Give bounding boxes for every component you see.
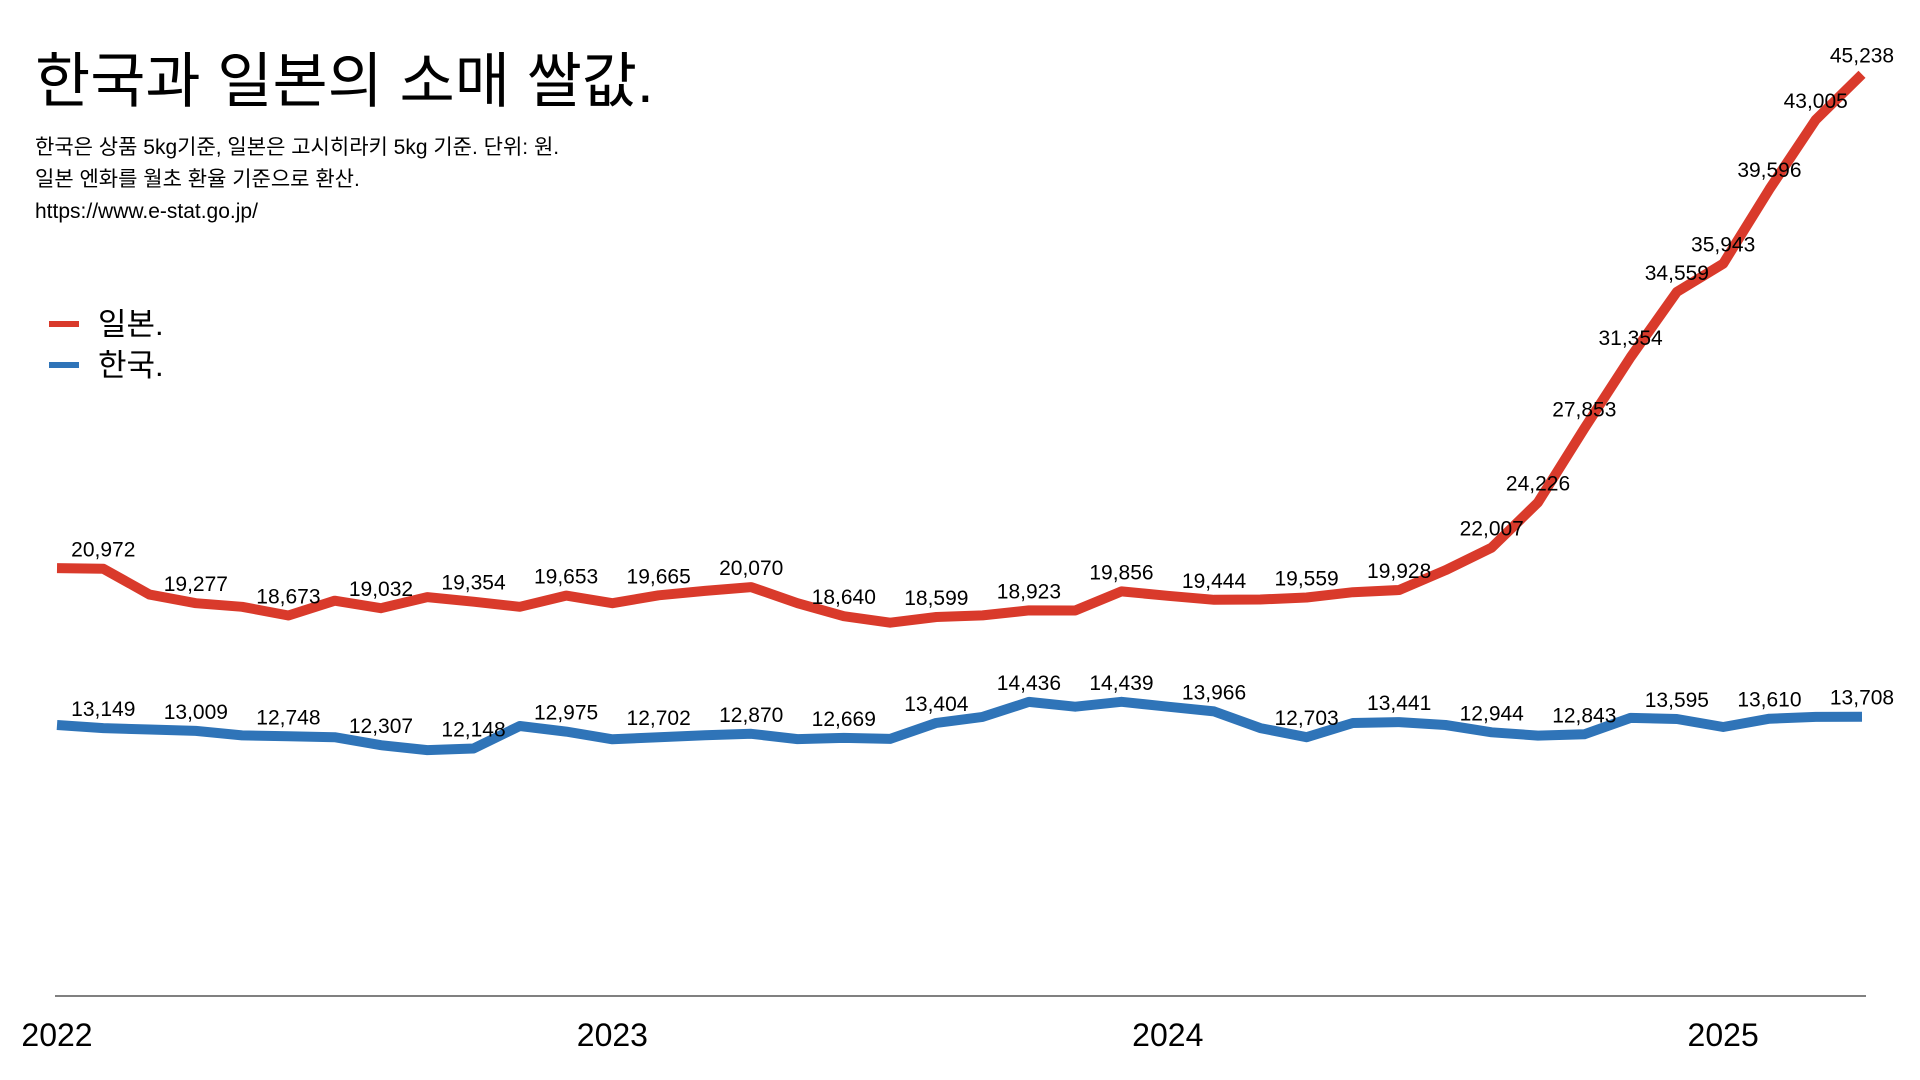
data-label: 35,943	[1691, 234, 1755, 257]
data-label: 39,596	[1737, 159, 1801, 182]
series-line	[56, 696, 1863, 756]
data-label: 20,972	[71, 539, 135, 562]
data-label: 34,559	[1645, 262, 1709, 285]
data-label: 18,923	[997, 580, 1061, 603]
data-label: 24,226	[1506, 472, 1570, 495]
x-tick-label: 2025	[1688, 1017, 1759, 1053]
data-label: 12,703	[1274, 707, 1338, 730]
data-label: 19,856	[1089, 561, 1153, 584]
data-label: 19,444	[1182, 570, 1247, 593]
data-label: 13,966	[1182, 681, 1246, 704]
data-label: 13,149	[71, 698, 135, 721]
data-label: 27,853	[1552, 398, 1616, 421]
data-label: 18,599	[904, 587, 968, 610]
data-label: 31,354	[1598, 327, 1663, 350]
data-label: 13,404	[904, 693, 969, 716]
data-label: 12,669	[812, 708, 876, 731]
data-label: 19,928	[1367, 560, 1431, 583]
subtitle-line: 한국은 상품 5kg기준, 일본은 고시히라키 5kg 기준. 단위: 원.	[35, 136, 559, 159]
data-label: 19,354	[441, 572, 506, 595]
data-label: 19,653	[534, 566, 598, 589]
data-label: 19,277	[164, 573, 228, 596]
data-label: 14,436	[997, 672, 1061, 695]
data-label: 12,870	[719, 704, 783, 727]
chart-title: 한국과 일본의 소매 쌀값.	[35, 48, 654, 115]
data-label: 12,702	[627, 707, 691, 730]
subtitle-line: 일본 엔화를 월초 환율 기준으로 환산.	[35, 168, 360, 191]
data-label: 19,559	[1274, 567, 1338, 590]
data-label: 13,610	[1737, 689, 1801, 712]
x-tick-label: 2024	[1132, 1017, 1203, 1053]
x-tick-label: 2023	[577, 1017, 648, 1053]
data-label: 12,843	[1552, 704, 1616, 727]
data-label: 19,032	[349, 578, 413, 601]
x-tick-label: 2022	[21, 1017, 92, 1053]
data-label: 19,665	[627, 565, 691, 588]
data-label: 12,944	[1460, 702, 1525, 725]
subtitle-line: https://www.e-stat.go.jp/	[35, 200, 258, 223]
data-label: 12,748	[256, 706, 320, 729]
data-label: 18,640	[812, 586, 876, 609]
data-label: 13,595	[1645, 689, 1709, 712]
legend-label: 한국.	[98, 348, 164, 383]
data-label: 14,439	[1089, 672, 1153, 695]
data-label: 12,148	[441, 718, 505, 741]
data-label: 20,070	[719, 557, 783, 580]
series-line	[56, 70, 1866, 628]
data-label: 18,673	[256, 586, 320, 609]
data-label: 43,005	[1784, 90, 1848, 113]
data-label: 12,307	[349, 715, 413, 738]
legend-label: 일본.	[98, 307, 164, 342]
data-label: 12,975	[534, 702, 598, 725]
data-label: 13,009	[164, 701, 228, 724]
data-label: 45,238	[1830, 44, 1894, 67]
data-label: 22,007	[1460, 518, 1524, 541]
data-label: 13,708	[1830, 687, 1894, 710]
data-label: 13,441	[1367, 692, 1431, 715]
